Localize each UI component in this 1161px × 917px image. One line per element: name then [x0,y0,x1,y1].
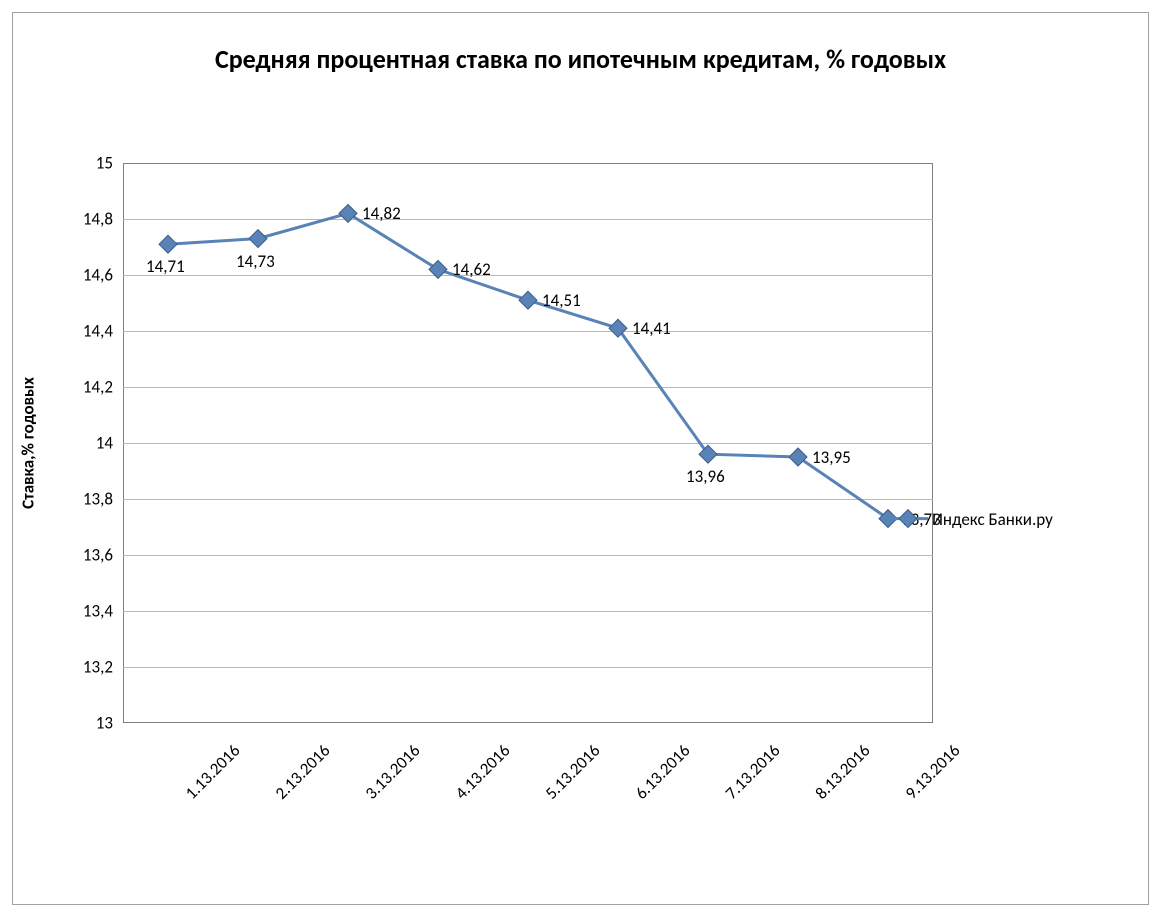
legend-line [123,163,1053,723]
y-tick-label: 14 [63,433,113,454]
y-tick-label: 15 [63,153,113,174]
y-tick-label: 13,8 [63,489,113,510]
chart-title: Средняя процентная ставка по ипотечным к… [13,43,1148,76]
x-tick-label: 2.13.2016 [271,740,335,804]
x-tick-label: 6.13.2016 [631,740,695,804]
x-tick-label: 4.13.2016 [451,740,515,804]
y-tick-label: 13,6 [63,545,113,566]
y-tick-label: 14,8 [63,209,113,230]
x-tick-label: 9.13.2016 [901,740,965,804]
y-tick-label: 14,6 [63,265,113,286]
chart-frame: Средняя процентная ставка по ипотечным к… [12,12,1149,905]
x-tick-label: 3.13.2016 [361,740,425,804]
chart-outer: Средняя процентная ставка по ипотечным к… [0,0,1161,917]
y-tick-label: 13 [63,713,113,734]
x-tick-label: 7.13.2016 [721,740,785,804]
x-tick-label: 5.13.2016 [541,740,605,804]
legend-text: Индекс Банки.ру [932,509,1053,530]
plot-area: 14,7114,7314,8214,6214,5114,4113,9613,95… [123,163,933,723]
y-tick-label: 13,2 [63,657,113,678]
x-tick-label: 8.13.2016 [811,740,875,804]
legend-marker [899,510,917,528]
y-tick-label: 14,2 [63,377,113,398]
y-axis-label: Ставка,% годовых [18,377,39,509]
x-tick-label: 1.13.2016 [181,740,245,804]
y-tick-label: 13,4 [63,601,113,622]
y-tick-label: 14,4 [63,321,113,342]
